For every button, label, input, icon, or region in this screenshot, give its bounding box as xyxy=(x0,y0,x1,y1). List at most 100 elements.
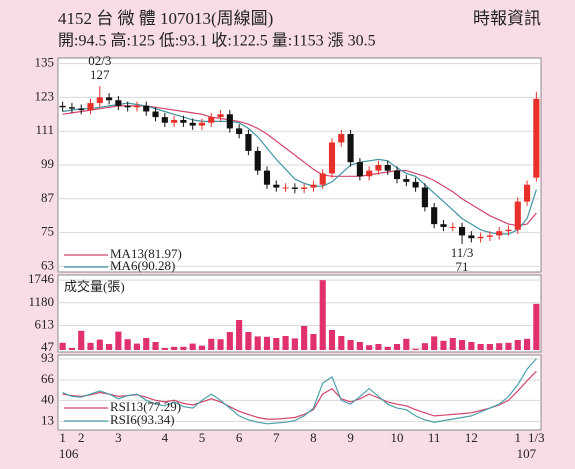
volume-bar xyxy=(431,336,438,350)
candle-body xyxy=(328,142,336,174)
y-tick-label: 99 xyxy=(41,156,54,171)
candle-body xyxy=(106,97,113,101)
candle-body xyxy=(291,187,298,189)
x-tick-label: 10 xyxy=(391,430,404,445)
candle-body xyxy=(347,134,354,163)
candle-body xyxy=(496,231,503,236)
volume-bar xyxy=(514,340,521,350)
volume-bar xyxy=(301,326,308,350)
volume-bar xyxy=(375,344,382,350)
volume-bar xyxy=(524,338,531,350)
candle-body xyxy=(273,184,280,188)
volume-bar xyxy=(180,346,187,350)
candle-body xyxy=(375,165,382,171)
legend-label: RSI6(93.34) xyxy=(110,412,175,427)
candle-body xyxy=(59,105,66,108)
x-tick-label: 4 xyxy=(162,430,169,445)
x-tick-label: 11 xyxy=(428,430,441,445)
candle-body xyxy=(87,103,94,111)
volume-bar xyxy=(449,338,456,350)
volume-bar xyxy=(496,343,503,350)
volume-bar xyxy=(486,344,493,350)
y-tick-label: 613 xyxy=(35,316,55,331)
volume-bar xyxy=(217,339,224,350)
y-tick-label: 75 xyxy=(41,224,54,239)
candle-body xyxy=(338,134,345,143)
x-tick-label: 1/3 xyxy=(528,430,545,445)
candle-body xyxy=(143,105,150,112)
candle-body xyxy=(161,117,168,123)
volume-bar xyxy=(198,345,206,350)
year-label: 106 xyxy=(59,446,79,461)
x-tick-label: 12 xyxy=(465,430,478,445)
candle-body xyxy=(393,170,401,180)
legend-label: MA6(90.28) xyxy=(110,258,175,273)
volume-bar xyxy=(78,330,85,350)
volume-bar xyxy=(171,346,178,350)
volume-bar xyxy=(106,344,113,350)
x-tick-label: 3 xyxy=(115,430,122,445)
candle-body xyxy=(431,207,438,225)
volume-bar xyxy=(328,330,336,350)
legend-label: MA13(81.97) xyxy=(110,246,182,261)
line-series xyxy=(62,102,537,235)
candle-body xyxy=(384,165,391,171)
volume-bar xyxy=(356,342,363,350)
candle-body xyxy=(440,224,447,227)
y-tick-label: 111 xyxy=(35,122,54,137)
volume-panel xyxy=(57,274,542,353)
candle-body xyxy=(505,229,512,232)
volume-bar xyxy=(468,342,475,350)
candle-body xyxy=(458,226,466,236)
annotation-date: 02/3 xyxy=(88,53,111,68)
candle-body xyxy=(133,105,141,108)
candle-body xyxy=(236,128,243,135)
volume-bar xyxy=(59,342,66,350)
volume-bar xyxy=(366,345,373,350)
x-tick-label: 1 xyxy=(59,430,66,445)
candle-body xyxy=(254,150,261,171)
candle-body xyxy=(366,170,373,177)
volume-bar xyxy=(310,334,317,350)
line-series xyxy=(62,370,537,420)
volume-bar xyxy=(236,320,243,350)
volume-bar xyxy=(412,348,419,350)
annotation-date: 11/3 xyxy=(451,245,474,260)
volume-bar xyxy=(477,344,484,350)
volume-bar xyxy=(189,343,196,350)
y-tick-label: 63 xyxy=(41,257,54,272)
y-tick-label: 1180 xyxy=(28,294,54,309)
x-tick-label: 2 xyxy=(78,430,85,445)
candle-body xyxy=(319,173,326,185)
x-tick-label: 8 xyxy=(310,430,317,445)
volume-bar xyxy=(347,340,354,350)
candle-body xyxy=(245,134,252,151)
y-tick-label: 13 xyxy=(41,412,54,427)
candle-body xyxy=(486,235,493,237)
y-tick-label: 93 xyxy=(41,350,54,365)
y-tick-label: 1746 xyxy=(28,271,55,286)
candle-body xyxy=(449,226,456,228)
subtitle: 開:94.5 高:125 低:93.1 收:122.5 量:1153 漲 30.… xyxy=(58,32,376,50)
volume-bar xyxy=(226,332,233,350)
panel-title: 成交量(張) xyxy=(64,279,125,294)
annotation-value: 127 xyxy=(90,67,110,82)
y-tick-label: 66 xyxy=(41,371,55,386)
candle-body xyxy=(356,162,363,177)
volume-bar xyxy=(161,348,168,350)
candle-body xyxy=(533,98,540,178)
candle-body xyxy=(263,170,271,185)
volume-bar xyxy=(533,303,540,350)
source: 時報資訊 xyxy=(473,9,541,28)
candle-body xyxy=(477,236,484,239)
candle-body xyxy=(514,201,521,230)
volume-bar xyxy=(384,346,391,350)
candle-body xyxy=(96,97,103,104)
candle-body xyxy=(208,117,215,123)
y-tick-label: 47 xyxy=(41,339,55,354)
volume-bar xyxy=(421,343,428,350)
x-tick-label: 9 xyxy=(347,430,354,445)
candle-body xyxy=(403,179,410,182)
x-tick-label: 5 xyxy=(199,430,206,445)
